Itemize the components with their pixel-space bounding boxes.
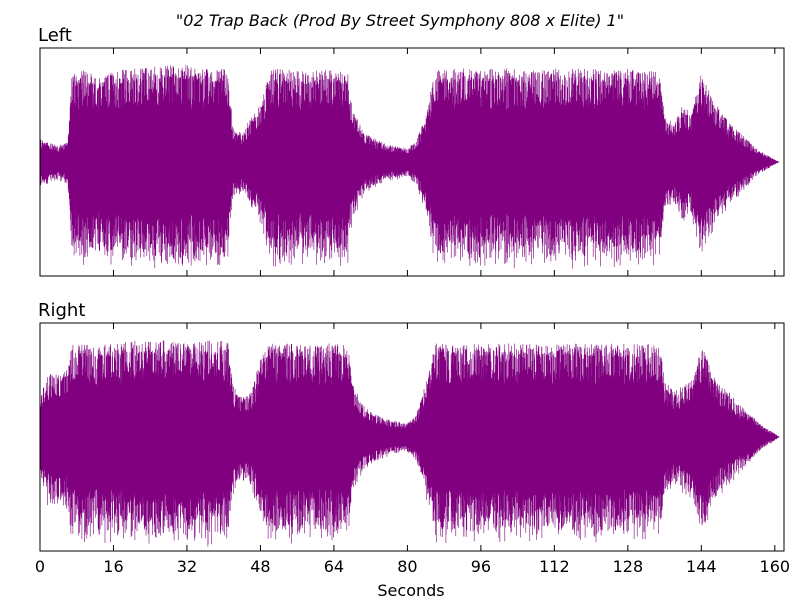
x-tick-label: 128 [613,557,644,576]
x-tick-label: 160 [760,557,791,576]
x-axis-label: Seconds [377,581,444,600]
left-channel-plot [39,47,785,277]
left-x-ticks [39,48,776,276]
x-tick-label: 144 [686,557,717,576]
x-tick-label: 48 [250,557,270,576]
right-waveform-group [39,340,780,547]
figure-title: "02 Trap Back (Prod By Street Symphony 8… [176,11,624,30]
x-tick-label: 64 [324,557,344,576]
left-panel-title: Left [38,25,72,46]
x-tick-label: 96 [471,557,491,576]
waveform-peaks [39,340,780,547]
right-channel-plot: 0 16 32 48 64 80 96 112 128 144 160 [35,322,790,576]
waveform-peaks [39,65,780,269]
left-waveform-group [39,65,780,269]
x-tick-label: 32 [177,557,197,576]
x-tick-labels: 0 16 32 48 64 80 96 112 128 144 160 [35,557,790,576]
x-tick-label: 112 [539,557,570,576]
right-x-ticks [39,323,776,551]
x-tick-label: 16 [103,557,123,576]
left-plot-frame [39,47,785,277]
x-tick-label: 0 [35,557,45,576]
right-plot-frame [39,322,785,552]
right-panel-title: Right [38,300,85,321]
x-tick-label: 80 [397,557,417,576]
